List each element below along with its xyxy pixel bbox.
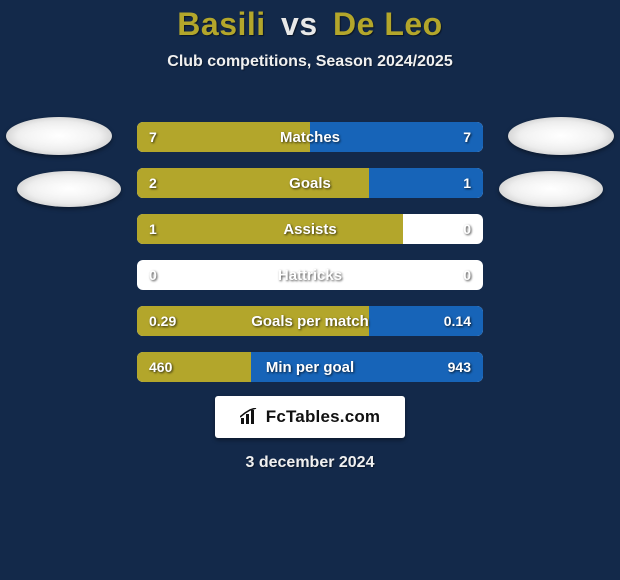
stat-segment-left xyxy=(137,122,310,152)
stat-segment-left xyxy=(137,168,369,198)
club-crest-left-secondary xyxy=(17,171,121,207)
stat-row: Min per goal460943 xyxy=(137,352,483,382)
club-crest-right-primary xyxy=(508,117,614,155)
stat-segment-left xyxy=(137,352,251,382)
snapshot-date: 3 december 2024 xyxy=(0,454,620,472)
club-crest-left-primary xyxy=(6,117,112,155)
comparison-rows: Matches77Goals21Assists10Hattricks00Goal… xyxy=(137,122,483,398)
stat-value-left: 0 xyxy=(149,260,157,290)
stat-segment-left xyxy=(137,306,369,336)
player-left-name: Basili xyxy=(177,6,265,42)
club-crest-right-secondary xyxy=(499,171,603,207)
stat-row: Goals21 xyxy=(137,168,483,198)
stat-value-right: 0 xyxy=(463,260,471,290)
bar-chart-icon xyxy=(240,408,260,426)
stat-segment-left xyxy=(137,214,403,244)
stat-segment-right xyxy=(369,168,483,198)
stat-row: Matches77 xyxy=(137,122,483,152)
player-right-name: De Leo xyxy=(333,6,443,42)
brand-badge: FcTables.com xyxy=(215,396,405,438)
stat-segment-right xyxy=(310,122,483,152)
stat-row: Goals per match0.290.14 xyxy=(137,306,483,336)
subtitle: Club competitions, Season 2024/2025 xyxy=(0,53,620,71)
stat-row: Assists10 xyxy=(137,214,483,244)
page-title: Basili vs De Leo xyxy=(0,6,620,43)
stat-value-right: 0 xyxy=(463,214,471,244)
vs-separator: vs xyxy=(281,6,318,42)
page-title-wrap: Basili vs De Leo xyxy=(0,0,620,43)
stat-label: Hattricks xyxy=(137,260,483,290)
brand-text: FcTables.com xyxy=(266,407,381,427)
stat-segment-right xyxy=(369,306,483,336)
stat-segment-right xyxy=(251,352,483,382)
stat-row: Hattricks0 0 xyxy=(137,260,483,290)
